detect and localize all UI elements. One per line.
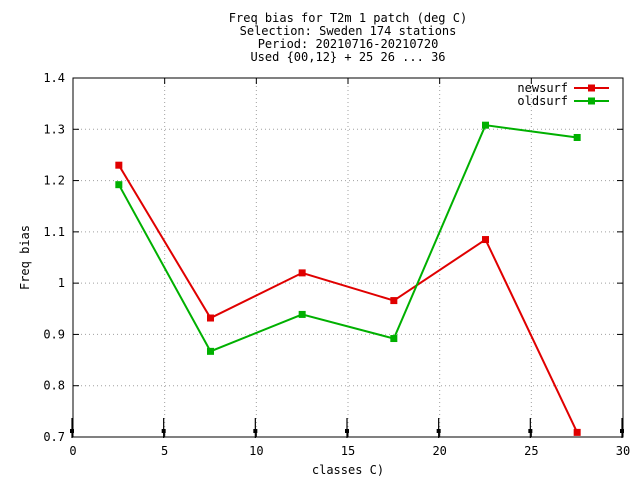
count-marker-dot bbox=[161, 429, 166, 433]
y-tick-label: 1.2 bbox=[43, 174, 65, 188]
chart-title-line: Period: 20210716-20210720 bbox=[258, 37, 439, 51]
count-marker-dot bbox=[528, 429, 533, 433]
data-point-oldsurf bbox=[298, 310, 306, 318]
x-tick-label: 0 bbox=[69, 444, 76, 458]
y-tick-label: 1.3 bbox=[43, 122, 65, 136]
series-line-oldsurf bbox=[117, 124, 578, 353]
chart-title-line: Selection: Sweden 174 stations bbox=[240, 24, 457, 38]
y-axis-label: Freq bias bbox=[18, 225, 32, 290]
y-tick-label: 1.1 bbox=[43, 225, 65, 239]
y-tick-label: 0.9 bbox=[43, 327, 65, 341]
data-point-newsurf bbox=[573, 428, 581, 436]
y-tick-label: 0.8 bbox=[43, 379, 65, 393]
legend-swatch-marker bbox=[588, 97, 595, 105]
count-marker-dot bbox=[70, 429, 74, 433]
chart-title-line: Freq bias for T2m 1 patch (deg C) bbox=[229, 11, 467, 25]
data-point-oldsurf bbox=[573, 133, 581, 141]
y-tick-label: 0.7 bbox=[43, 430, 65, 444]
y-tick-label: 1.4 bbox=[43, 71, 65, 85]
x-tick-label: 5 bbox=[161, 444, 168, 458]
count-marker-dot bbox=[253, 429, 258, 433]
legend-label: newsurf bbox=[517, 81, 568, 95]
count-markers bbox=[70, 418, 624, 438]
x-axis-label: classes C) bbox=[312, 463, 384, 477]
data-point-newsurf bbox=[115, 161, 123, 169]
count-marker-dot bbox=[436, 429, 441, 433]
data-point-newsurf bbox=[298, 269, 306, 277]
series-line-newsurf bbox=[117, 164, 579, 433]
data-point-oldsurf bbox=[390, 335, 398, 343]
legend-swatch-marker bbox=[588, 84, 595, 92]
x-tick-label: 20 bbox=[432, 444, 446, 458]
data-point-oldsurf bbox=[482, 121, 489, 129]
data-point-newsurf bbox=[482, 236, 489, 244]
series bbox=[115, 121, 581, 436]
legend-label: oldsurf bbox=[517, 94, 568, 108]
y-tick-label: 1 bbox=[58, 276, 65, 290]
count-marker-dot bbox=[620, 429, 624, 433]
data-point-newsurf bbox=[390, 297, 398, 305]
chart-title: Freq bias for T2m 1 patch (deg C)Selecti… bbox=[229, 11, 467, 64]
x-tick-label: 15 bbox=[341, 444, 355, 458]
x-tick-label: 10 bbox=[249, 444, 263, 458]
data-point-oldsurf bbox=[115, 181, 123, 189]
count-marker-dot bbox=[345, 429, 349, 433]
x-tick-label: 25 bbox=[524, 444, 538, 458]
axis-ticks: 0.7 0.8 0.9 1 1.1 1.2 1.3 1.4 0 5 10 15 20 25 30 bbox=[43, 71, 630, 458]
data-point-newsurf bbox=[207, 314, 214, 322]
chart-title-line: Used {00,12} + 25 26 ... 36 bbox=[250, 50, 445, 64]
data-point-oldsurf bbox=[207, 347, 214, 355]
x-tick-label: 30 bbox=[616, 444, 630, 458]
